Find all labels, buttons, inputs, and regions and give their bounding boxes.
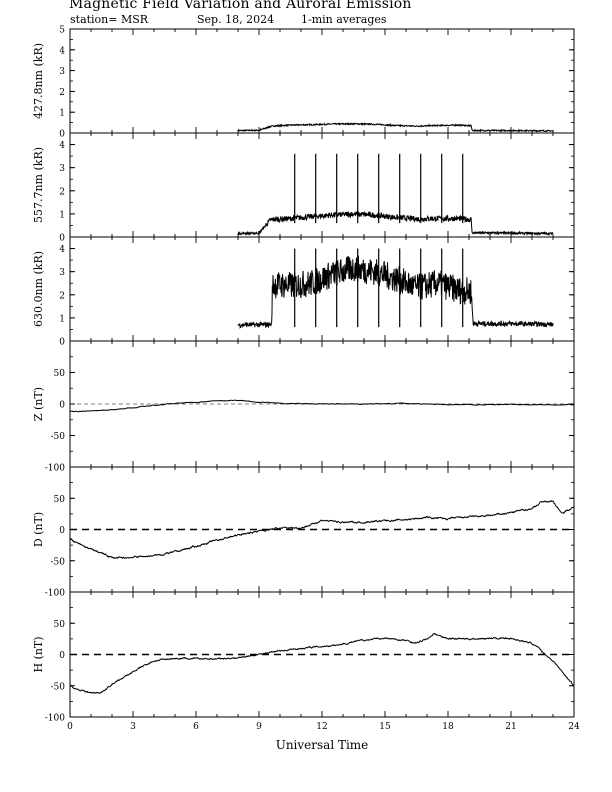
x-axis-label: Universal Time xyxy=(276,738,369,752)
y-axis-label: D (nT) xyxy=(32,512,45,547)
y-tick-label: 0 xyxy=(59,338,65,348)
panel-frame xyxy=(69,28,575,134)
y-tick-label: 4 xyxy=(59,46,65,56)
y-tick-label: 3 xyxy=(59,164,65,174)
y-tick-label: 1 xyxy=(59,109,65,119)
date-label: Sep. 18, 2024 xyxy=(197,13,275,26)
series-line xyxy=(69,632,575,694)
panel-3: 0 1 2 3 4 630.0nm (kR) xyxy=(32,236,575,348)
x-tick-label: 15 xyxy=(379,722,391,732)
y-tick-label: 0 xyxy=(59,526,65,536)
x-tick-label: 9 xyxy=(256,722,262,732)
y-tick-label: 50 xyxy=(54,620,66,630)
y-tick-label: -50 xyxy=(51,557,66,567)
x-tick-label: 18 xyxy=(442,722,454,732)
series-line xyxy=(237,255,554,330)
y-tick-label: 50 xyxy=(54,369,66,379)
x-tick-label: 21 xyxy=(505,722,516,732)
y-tick-label: 1 xyxy=(59,314,65,324)
y-tick-label: 0 xyxy=(59,651,65,661)
y-tick-label: 4 xyxy=(59,141,65,151)
y-tick-label: 1 xyxy=(59,210,65,220)
y-axis-label: H (nT) xyxy=(32,636,45,672)
y-axis-label: 630.0nm (kR) xyxy=(32,251,45,327)
y-tick-label: 2 xyxy=(59,187,65,197)
x-tick-label: 24 xyxy=(568,722,580,732)
y-tick-label: 2 xyxy=(59,291,65,301)
series-line xyxy=(69,500,575,560)
series-line xyxy=(237,122,554,133)
y-tick-label: -100 xyxy=(45,714,65,724)
y-tick-label: 3 xyxy=(59,268,65,278)
y-tick-label: -50 xyxy=(51,432,66,442)
y-tick-label: -50 xyxy=(51,682,66,692)
y-tick-label: 0 xyxy=(59,401,65,411)
panel-5: -100 -50 0 50 D (nT) xyxy=(32,466,575,599)
panel-4: -100 -50 0 50 Z (nT) xyxy=(32,340,575,474)
panel-6: -100 -50 0 50 H (nT) 0 3 6 9 12 15 18 21 24 Universal … xyxy=(32,591,580,752)
page-title: Magnetic Field Variation and Auroral Emi… xyxy=(69,0,412,12)
panel-2: 0 1 2 3 4 557.7nm (kR) xyxy=(32,132,575,244)
series-line xyxy=(69,399,575,413)
y-axis-label: Z (nT) xyxy=(32,387,45,421)
series-line xyxy=(237,210,554,237)
y-tick-label: 50 xyxy=(54,495,66,505)
y-tick-label: -100 xyxy=(45,589,65,599)
averaging-label: 1-min averages xyxy=(301,13,387,26)
y-axis-label: 557.7nm (kR) xyxy=(32,147,45,223)
y-tick-label: 5 xyxy=(59,26,65,36)
y-tick-label: 0 xyxy=(59,234,65,244)
x-tick-label: 3 xyxy=(130,722,136,732)
y-tick-label: 3 xyxy=(59,67,65,77)
y-tick-label: 2 xyxy=(59,88,65,98)
x-tick-label: 12 xyxy=(316,722,327,732)
station-label: station= MSR xyxy=(70,13,149,26)
x-tick-label: 0 xyxy=(67,722,73,732)
panel-1: 0 1 2 3 4 5 427.8nm (kR) xyxy=(32,26,575,140)
y-tick-label: 0 xyxy=(59,130,65,140)
x-tick-label: 6 xyxy=(193,722,199,732)
y-axis-label: 427.8nm (kR) xyxy=(32,43,45,119)
panel-frame xyxy=(69,132,575,238)
y-tick-label: 4 xyxy=(59,245,65,255)
y-tick-label: -100 xyxy=(45,464,65,474)
